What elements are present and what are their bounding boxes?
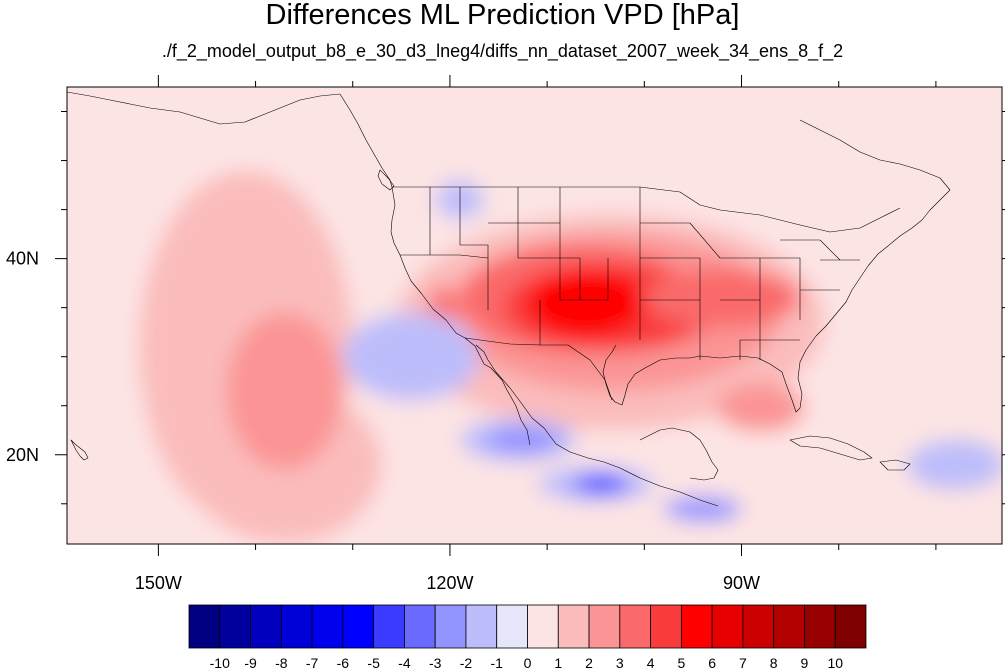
field-region-11 xyxy=(717,383,805,433)
colorbar-label: 1 xyxy=(554,655,562,671)
state-borders xyxy=(400,187,860,360)
axis-ticks xyxy=(55,75,1005,556)
colorbar-swatch xyxy=(557,604,590,649)
colorbar-swatch xyxy=(373,604,405,649)
x-tick-label: 120W xyxy=(426,573,473,593)
field-region-8 xyxy=(527,268,645,338)
colorbar-swatch xyxy=(188,604,221,649)
coastline-gulf xyxy=(602,219,923,413)
colorbar-label: 7 xyxy=(739,655,747,671)
us-mexico-border xyxy=(464,337,613,401)
colorbar-swatch xyxy=(588,604,621,649)
coastline-hispaniola xyxy=(879,459,911,471)
colorbar-label: -9 xyxy=(244,655,257,671)
colorbar-label: 9 xyxy=(801,655,809,671)
colorbar-swatch xyxy=(434,604,467,649)
field-region-19 xyxy=(663,495,742,522)
colorbar-label: -3 xyxy=(429,655,442,671)
colorbar-label: -10 xyxy=(210,655,230,671)
colorbar-label: 4 xyxy=(647,655,655,671)
field-region-12 xyxy=(343,312,480,401)
y-tick-label: 20N xyxy=(6,445,39,465)
coastline-vancouver-island xyxy=(377,169,395,191)
colorbar-swatch xyxy=(650,604,682,649)
colorbar-swatch xyxy=(619,604,651,649)
field-region-18 xyxy=(587,477,620,490)
x-tick-label: 90W xyxy=(723,573,760,593)
colorbar-swatch xyxy=(711,604,744,649)
colorbar-label: -7 xyxy=(306,655,319,671)
colorbar-label: -5 xyxy=(367,655,380,671)
colorbar-label: 3 xyxy=(616,655,624,671)
coastline-cuba xyxy=(789,435,873,461)
colorbar-label: -4 xyxy=(398,655,411,671)
coastline-hawaii xyxy=(70,439,89,461)
coastline-west xyxy=(390,186,531,446)
field-regions xyxy=(75,91,1002,544)
colorbar-swatch xyxy=(527,604,559,649)
field-region-9 xyxy=(644,268,800,328)
colorbar-swatch xyxy=(834,604,867,649)
colorbar-swatch xyxy=(280,604,313,649)
colorbar-label: 2 xyxy=(585,655,593,671)
colorbar-label: -2 xyxy=(460,655,473,671)
field-region-15 xyxy=(435,180,484,220)
field-region-3 xyxy=(226,312,344,470)
colorbar-swatch xyxy=(342,604,375,649)
colorbar-label: -1 xyxy=(491,655,504,671)
coastline-yucatan xyxy=(639,427,719,481)
colorbar-swatch xyxy=(250,604,282,649)
plot-title: Differences ML Prediction VPD [hPa] xyxy=(265,0,740,31)
field-region-14 xyxy=(485,426,560,454)
colorbar-label: 8 xyxy=(770,655,778,671)
coastline-canada-east xyxy=(799,119,951,221)
colorbar-swatch xyxy=(311,604,344,649)
map-frame xyxy=(66,86,1003,545)
colorbar-swatch xyxy=(773,604,805,649)
colorbar-label: 10 xyxy=(827,655,843,671)
colorbar-label: 5 xyxy=(677,655,685,671)
map-area xyxy=(67,87,1002,544)
colorbar-swatch xyxy=(742,604,775,649)
field-region-20 xyxy=(906,440,1002,490)
coastline-bc xyxy=(339,93,393,188)
colorbar-label: 6 xyxy=(708,655,716,671)
colorbar-swatch xyxy=(680,604,713,649)
colorbar-label: -8 xyxy=(275,655,288,671)
colorbar: -10 -9 -8 -7 -6 -5 -4 -3 -2 -1 0 1 2 3 4 5 6 7 8 9 10 xyxy=(188,604,867,671)
colorbar-swatch xyxy=(404,604,436,649)
coastline-mexico xyxy=(475,344,719,507)
coastlines-and-borders xyxy=(67,91,951,507)
plot-subtitle: ./f_2_model_output_b8_e_30_d3_lneg4/diff… xyxy=(161,41,844,61)
colorbar-swatch xyxy=(465,604,498,649)
coastline-alaska xyxy=(67,91,341,125)
colorbar-label: -6 xyxy=(337,655,350,671)
colorbar-swatch xyxy=(496,604,528,649)
colorbar-swatch xyxy=(219,604,251,649)
field-region-10 xyxy=(429,286,455,326)
colorbar-label: 0 xyxy=(524,655,532,671)
y-tick-label: 40N xyxy=(6,249,39,269)
axis-labels: 150W 120W 90W 20N 40N xyxy=(6,249,760,593)
x-tick-label: 150W xyxy=(135,573,182,593)
colorbar-swatch xyxy=(804,604,836,649)
